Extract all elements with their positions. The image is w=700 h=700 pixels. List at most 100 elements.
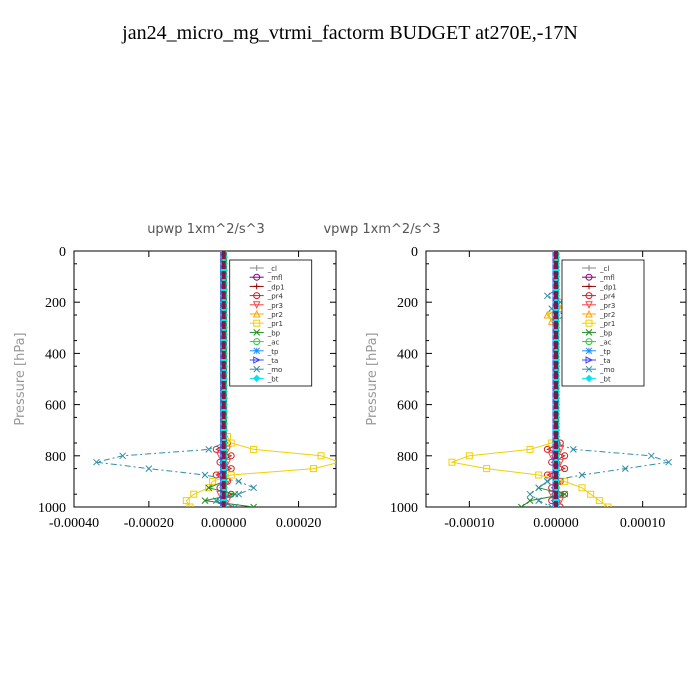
series-point-mo xyxy=(526,490,534,498)
legend-label: _bt xyxy=(599,375,611,383)
legend-label: _pr2 xyxy=(267,311,283,319)
series-point-mo xyxy=(548,305,556,312)
x-tick-label: -0.00010 xyxy=(444,516,494,531)
x-tick-label: 0.00000 xyxy=(201,516,247,531)
series-point-pr1 xyxy=(465,452,473,460)
series-point-mo xyxy=(205,446,213,453)
legend-label: _ac xyxy=(599,339,612,347)
series-point-mo xyxy=(235,478,243,485)
y-tick-label: 0 xyxy=(411,245,418,260)
y-tick-label: 400 xyxy=(45,347,66,362)
legend-label: _pr4 xyxy=(267,293,284,301)
series-point-pr4 xyxy=(561,452,569,460)
page-title: jan24_micro_mg_vtrmi_factorm BUDGET at27… xyxy=(122,22,578,44)
series-point-mo xyxy=(93,458,100,466)
legend-label: _mo xyxy=(267,366,283,374)
legend-marker xyxy=(585,356,594,364)
series-point-mo xyxy=(535,484,543,492)
legend-label: _pr1 xyxy=(599,320,615,328)
series-point-pr1 xyxy=(448,458,456,466)
legend-marker xyxy=(252,301,261,309)
legend: _cl_mfl_dp1_pr4_pr3_pr2_pr1_bp_ac_tp_ta_… xyxy=(561,259,645,387)
series-point-mo xyxy=(212,497,220,504)
chart-panel-1: upwp 1xm^2/s^3 Pressure [hPa] 0 200 400 600 80… xyxy=(13,222,343,531)
y-axis-label: Pressure [hPa] xyxy=(13,332,28,425)
legend-label: _pr4 xyxy=(599,293,616,301)
series-point-mo xyxy=(647,452,655,460)
series-group xyxy=(93,251,343,507)
legend-label: _pr3 xyxy=(599,302,615,310)
series-point-pr1 xyxy=(578,484,586,492)
y-tick-label: 1000 xyxy=(38,501,66,516)
legend-label: _pr3 xyxy=(267,302,283,310)
series-point-pr1 xyxy=(483,465,491,473)
series-point-mo xyxy=(250,484,258,492)
legend-box xyxy=(229,259,313,387)
series-point-pr4 xyxy=(561,490,569,498)
x-tick-label: -0.00040 xyxy=(49,516,99,531)
legend-label: _bt xyxy=(267,375,279,383)
series-point-pr1 xyxy=(186,503,194,507)
legend-marker xyxy=(585,338,593,346)
series-point-mo xyxy=(665,458,673,466)
y-axis-label: Pressure [hPa] xyxy=(365,332,380,425)
series-point-pr1 xyxy=(535,471,543,479)
legend-marker xyxy=(586,283,592,290)
legend-label: _tp xyxy=(599,348,611,356)
plot-frame xyxy=(73,250,337,508)
series-point-pr1 xyxy=(317,452,325,460)
series-point-mo xyxy=(548,503,556,507)
y-tick-label: 800 xyxy=(45,450,66,465)
series-point-pr1 xyxy=(604,503,612,507)
series-point-mo xyxy=(543,478,551,485)
legend-marker xyxy=(585,365,593,373)
legend-marker xyxy=(586,265,592,271)
y-tick-label: 800 xyxy=(397,450,418,465)
legend-marker xyxy=(253,265,260,271)
series-point-pr1 xyxy=(205,484,213,492)
series-point-bp xyxy=(250,503,258,507)
series-point-pr1 xyxy=(227,471,235,479)
legend-marker xyxy=(253,319,261,327)
series-point-pr1 xyxy=(250,445,258,453)
y-tick-label: 1000 xyxy=(390,501,418,516)
legend-marker xyxy=(253,374,261,383)
series-point-mo xyxy=(145,465,153,472)
series-point-mo xyxy=(119,452,127,460)
legend-label: _mfl xyxy=(599,274,615,282)
legend-box xyxy=(561,259,645,387)
legend-label: _tp xyxy=(267,348,279,356)
y-tick-label: 200 xyxy=(45,296,66,311)
legend-label: _dp1 xyxy=(599,283,617,291)
legend-label: _mfl xyxy=(267,274,283,282)
series-point-bp xyxy=(517,503,525,507)
series-point-pr1 xyxy=(227,439,235,447)
series-point-pr1 xyxy=(561,477,569,485)
panel-title: vpwp 1xm^2/s^3 xyxy=(323,222,440,237)
legend-marker xyxy=(253,329,261,336)
y-tick-label: 600 xyxy=(397,399,418,414)
series-point-pr1 xyxy=(208,477,216,485)
series-point-mo xyxy=(235,490,243,498)
series-point-mo xyxy=(578,471,586,479)
legend-marker xyxy=(585,347,593,355)
legend-label: _bp xyxy=(599,329,613,337)
series-point-pr1 xyxy=(337,459,343,465)
legend-label: _ac xyxy=(267,339,280,347)
series-point-mo xyxy=(621,465,629,472)
series-point-bp xyxy=(526,497,534,504)
x-tick-label: -0.00020 xyxy=(124,516,174,531)
legend-marker xyxy=(253,292,261,300)
legend-marker xyxy=(585,309,593,318)
series-point-pr1 xyxy=(182,497,190,505)
x-tick-label: 0.00000 xyxy=(533,516,579,531)
series-point-pr1 xyxy=(190,490,198,498)
series-point-pr1 xyxy=(587,490,595,498)
legend-label: _pr1 xyxy=(267,320,283,328)
series-point-pr1 xyxy=(310,465,318,473)
legend-marker xyxy=(253,347,261,355)
legend-label: _mo xyxy=(599,366,615,374)
series-point-mo xyxy=(231,503,239,507)
series-group xyxy=(448,251,673,507)
